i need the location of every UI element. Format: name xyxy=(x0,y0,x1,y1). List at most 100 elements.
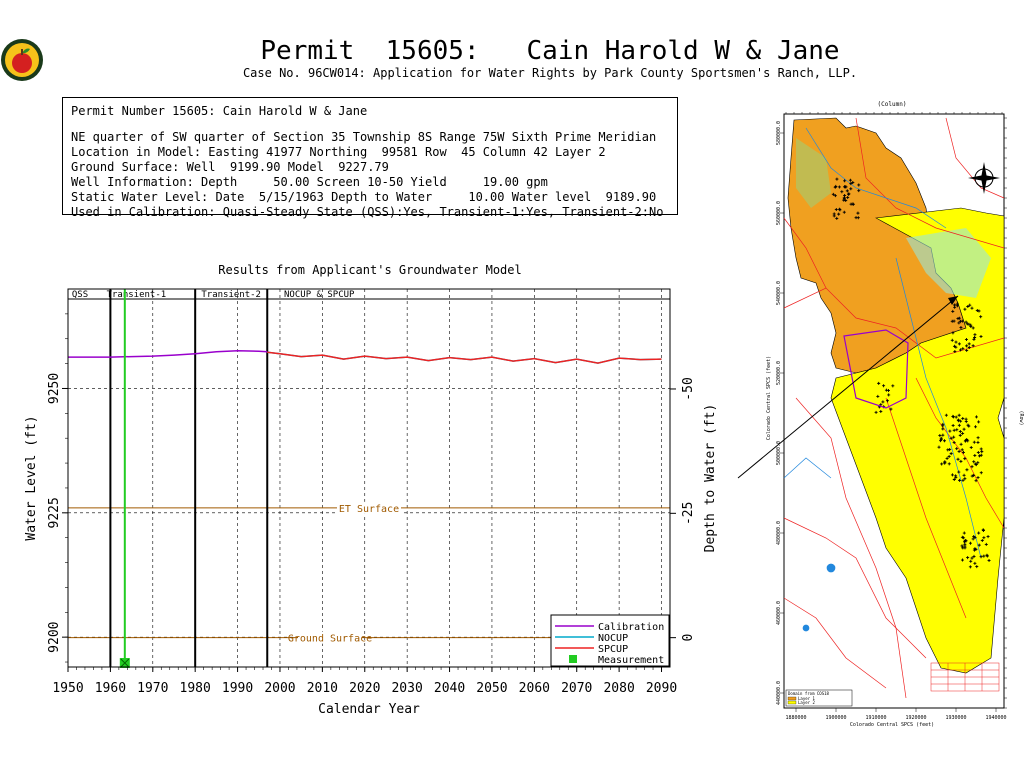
map-y-tick-label: 560000.0 xyxy=(776,201,782,225)
well-marker xyxy=(963,539,967,543)
well-marker xyxy=(846,195,850,199)
well-marker xyxy=(981,529,985,533)
well-marker xyxy=(961,416,965,420)
well-marker xyxy=(985,554,989,558)
well-marker xyxy=(984,542,988,546)
well-marker xyxy=(962,427,966,431)
well-marker xyxy=(941,427,945,431)
well-marker xyxy=(952,441,956,445)
x-tick-label: 1980 xyxy=(180,681,211,696)
info-location-legal: NE quarter of SW quarter of Section 35 T… xyxy=(71,130,657,144)
well-marker xyxy=(970,474,974,478)
well-marker xyxy=(835,177,839,181)
well-marker xyxy=(974,415,978,419)
well-marker xyxy=(958,433,962,437)
well-marker xyxy=(891,384,895,388)
well-marker xyxy=(847,192,851,196)
well-marker xyxy=(974,479,978,483)
period-label: NOCUP & SPCUP xyxy=(284,290,355,300)
map-legend: Domain from COS18 Layer 1 Layer 2 xyxy=(785,689,853,707)
well-marker xyxy=(975,565,979,569)
well-marker xyxy=(957,470,961,474)
well-marker xyxy=(950,473,954,477)
well-marker xyxy=(957,423,961,427)
well-marker xyxy=(955,302,959,306)
well-marker xyxy=(957,413,961,417)
map-y-tick-label: 500000.0 xyxy=(776,441,782,465)
map-x-tick-label: 1910000 xyxy=(865,715,886,721)
x-axis-label: Calendar Year xyxy=(318,702,420,717)
model-domain-map: (Column) Domain from CO xyxy=(737,101,1024,728)
map-x-tick-label: 1900000 xyxy=(825,715,846,721)
well-marker xyxy=(972,548,976,552)
well-marker xyxy=(957,450,961,454)
location-pointer-line xyxy=(737,295,959,479)
well-marker xyxy=(972,460,976,464)
well-marker xyxy=(877,381,881,385)
well-marker xyxy=(982,554,986,558)
well-marker xyxy=(968,541,972,545)
x-tick-label: 2040 xyxy=(434,681,465,696)
map-left-axis-label: Colorado Central SPCS (feet) xyxy=(766,356,772,440)
location-pointer-head xyxy=(948,296,958,305)
well-marker xyxy=(957,321,961,325)
series-line xyxy=(267,351,662,364)
well-marker xyxy=(960,544,964,548)
well-marker xyxy=(952,415,956,419)
well-marker xyxy=(968,565,972,569)
well-marker xyxy=(886,388,890,392)
well-marker xyxy=(963,457,967,461)
well-marker xyxy=(834,184,838,188)
well-marker xyxy=(975,309,979,313)
map-y-tick-label: 480000.0 xyxy=(776,521,782,545)
well-marker xyxy=(954,340,958,344)
well-marker xyxy=(965,437,969,441)
well-marker xyxy=(967,322,971,326)
x-tick-label: 1990 xyxy=(222,681,253,696)
well-marker xyxy=(979,315,983,319)
red-grid-block xyxy=(930,662,1000,692)
well-marker xyxy=(970,306,974,310)
well-marker xyxy=(971,344,975,348)
well-marker xyxy=(951,331,955,335)
y2-tick-label: -50 xyxy=(681,377,696,400)
well-marker xyxy=(954,345,958,349)
well-marker xyxy=(950,338,954,342)
y2-tick-label: -25 xyxy=(681,502,696,525)
period-label: QSS xyxy=(72,290,88,300)
well-marker xyxy=(977,531,981,535)
legend-swatch xyxy=(569,655,577,663)
well-marker xyxy=(965,344,969,348)
map-legend-layer1: Layer 1 xyxy=(798,696,815,701)
well-marker xyxy=(952,428,956,432)
well-marker xyxy=(959,319,963,323)
well-marker xyxy=(948,429,952,433)
well-marker xyxy=(851,202,855,206)
well-marker xyxy=(961,478,965,482)
well-marker xyxy=(955,447,959,451)
well-marker xyxy=(848,178,852,182)
map-bottom-axis-label: Colorado Central SPCS (feet) xyxy=(850,722,934,728)
well-marker xyxy=(969,325,973,329)
domain-layer2-area xyxy=(830,207,1005,674)
well-marker xyxy=(959,442,963,446)
well-marker xyxy=(964,417,968,421)
x-tick-label: 2090 xyxy=(646,681,677,696)
y2-axis-label: Depth to Water (ft) xyxy=(703,404,718,553)
reference-label-bg xyxy=(298,631,362,644)
well-marker xyxy=(974,463,978,467)
well-marker xyxy=(889,407,893,411)
well-marker xyxy=(857,189,861,193)
well-marker xyxy=(972,337,976,341)
well-marker xyxy=(970,556,974,560)
well-marker xyxy=(952,435,956,439)
map-top-label: (Column) xyxy=(878,101,907,108)
period-label: Transient-1 xyxy=(107,290,167,300)
well-marker xyxy=(942,439,946,443)
well-marker xyxy=(963,544,967,548)
series-line xyxy=(68,349,268,358)
well-marker xyxy=(971,326,975,330)
map-y-tick-label: 540000.0 xyxy=(776,281,782,305)
well-marker xyxy=(838,207,842,211)
well-marker xyxy=(976,476,980,480)
